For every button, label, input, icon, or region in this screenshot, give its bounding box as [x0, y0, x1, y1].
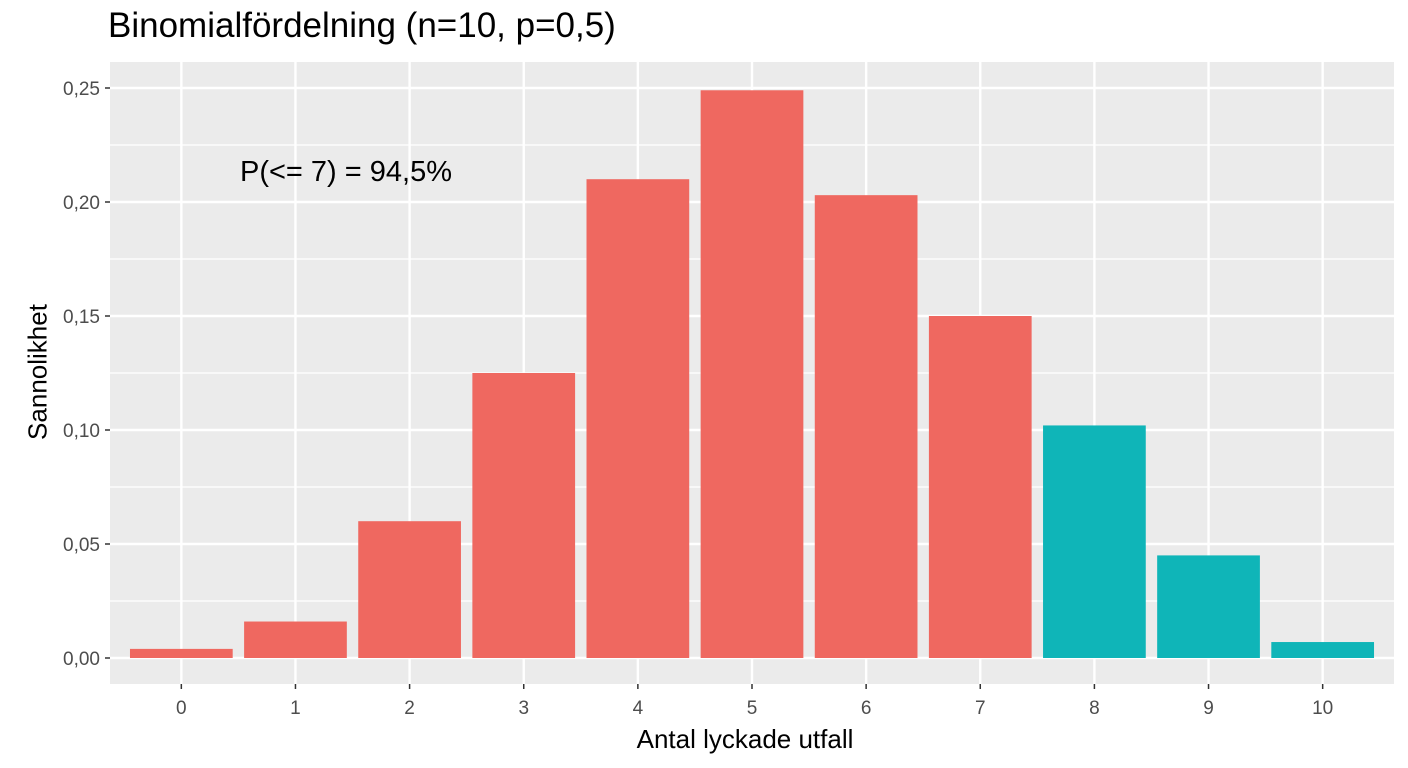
bar-0	[129, 648, 233, 658]
y-tick-label: 0,15	[63, 307, 100, 328]
y-tick-label: 0,25	[63, 79, 100, 100]
x-tick-label: 4	[633, 698, 644, 719]
x-tick-label: 5	[747, 698, 758, 719]
x-tick-label: 7	[975, 698, 986, 719]
x-tick-label: 8	[1089, 698, 1100, 719]
y-axis-label: Sannolikhet	[22, 304, 53, 440]
bar-3	[472, 373, 576, 658]
y-tick-label: 0,20	[63, 193, 100, 214]
bar-7	[928, 316, 1032, 658]
axes: 0,00 0,05 0,10 0,15 0,20 0,25 0 1 2 3 4 5 6 7 8 9 10	[63, 79, 1333, 719]
x-tick-label: 2	[404, 698, 415, 719]
bar-1	[244, 621, 347, 658]
bar-10	[1271, 642, 1375, 658]
x-tick-label: 6	[861, 698, 872, 719]
bar-5	[700, 90, 804, 658]
y-tick-label: 0,05	[63, 535, 100, 556]
x-tick-label: 10	[1312, 698, 1333, 719]
x-tick-label: 3	[518, 698, 529, 719]
bar-6	[814, 195, 918, 658]
bars	[129, 90, 1375, 658]
chart-title: Binomialfördelning (n=10, p=0,5)	[108, 6, 616, 45]
bar-4	[586, 179, 690, 658]
x-tick-label: 9	[1203, 698, 1214, 719]
y-tick-label: 0,10	[63, 421, 100, 442]
x-tick-label: 0	[176, 698, 187, 719]
x-tick-label: 1	[290, 698, 301, 719]
bar-9	[1157, 555, 1260, 658]
cumulative-probability-annotation: P(<= 7) = 94,5%	[240, 156, 452, 188]
bar-2	[358, 521, 461, 658]
x-axis-label: Antal lyckade utfall	[636, 724, 854, 754]
bar-8	[1043, 425, 1146, 658]
y-tick-label: 0,00	[63, 649, 100, 670]
